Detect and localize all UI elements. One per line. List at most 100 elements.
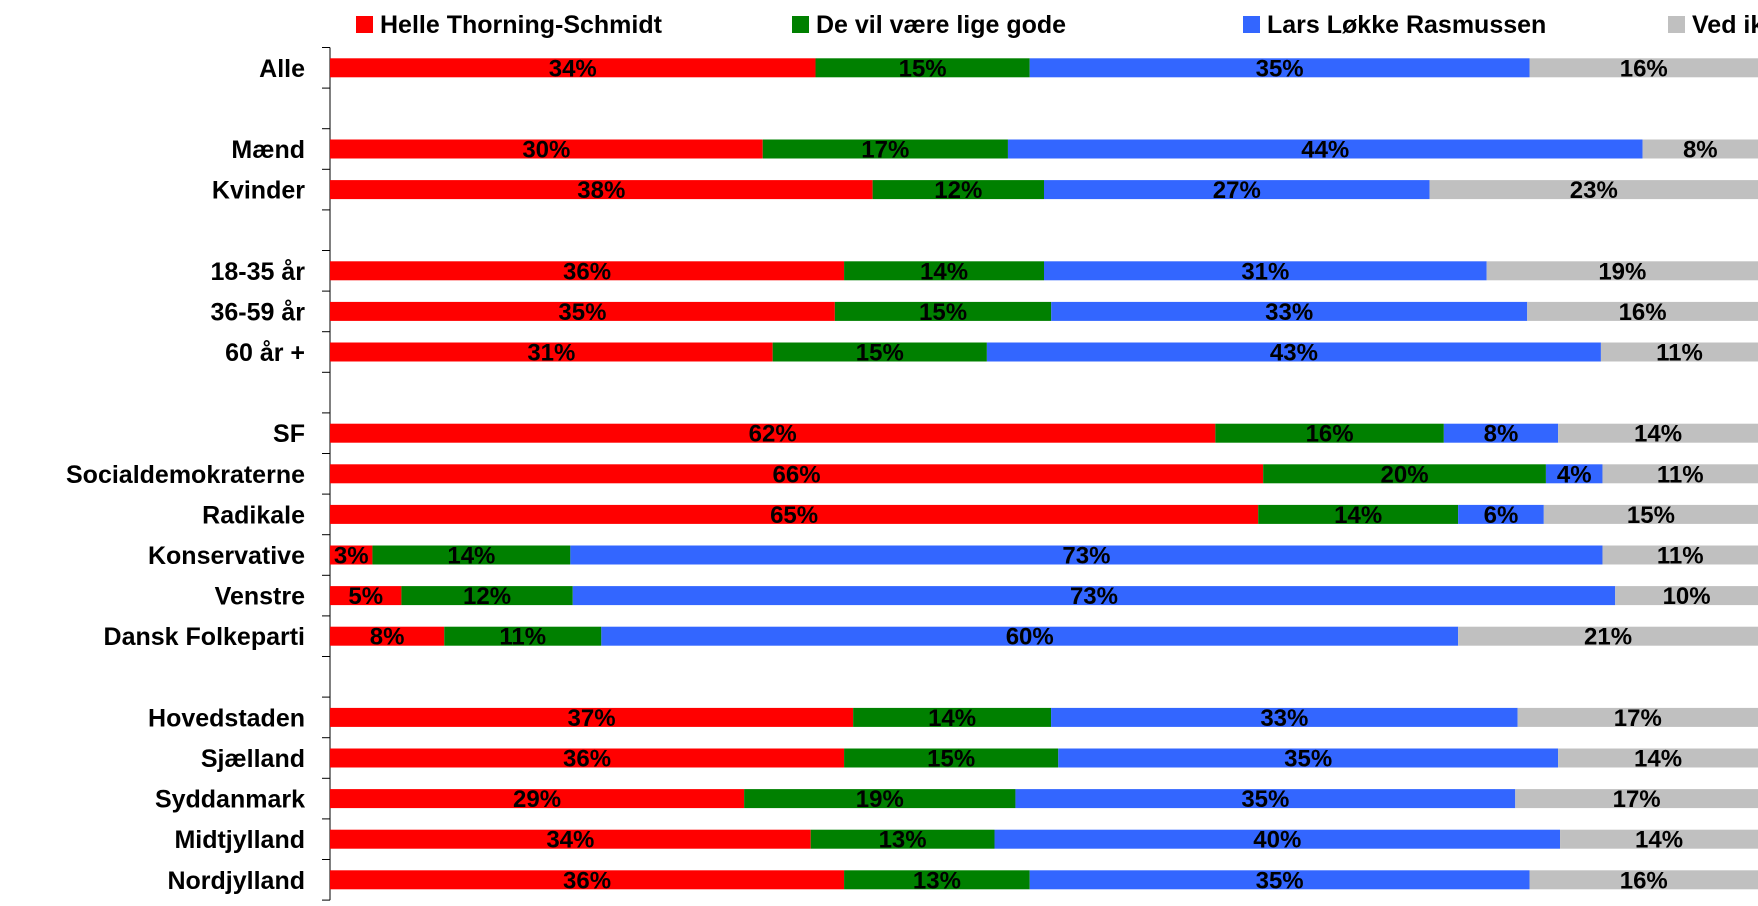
- bar-lars-lokke-rasmussen-midtjylland: [994, 829, 1561, 849]
- category-label-maend: Mænd: [231, 136, 305, 164]
- category-label-hovedstaden: Hovedstaden: [148, 704, 305, 732]
- bar-de-vil-vaere-lige-gode-alle: [815, 58, 1030, 78]
- bar-de-vil-vaere-lige-gode-60-ar: [772, 342, 987, 362]
- data-label: 34%: [549, 55, 597, 82]
- data-label: 65%: [770, 502, 818, 529]
- bar-lars-lokke-rasmussen-radikale: [1458, 504, 1544, 524]
- bar-lars-lokke-rasmussen-syddanmark: [1015, 789, 1516, 809]
- bar-row-18-35-ar: 36% 14% 31% 19%: [330, 258, 1758, 285]
- bar-lars-lokke-rasmussen-konservative: [570, 545, 1603, 565]
- bar-de-vil-vaere-lige-gode-syddanmark: [744, 789, 1016, 809]
- legend-label: De vil være lige gode: [816, 11, 1066, 39]
- bar-de-vil-vaere-lige-gode-socialdemokraterne: [1263, 464, 1546, 484]
- data-label: 12%: [934, 177, 982, 204]
- bar-row-maend: 30% 17% 44% 8%: [330, 137, 1758, 164]
- bar-lars-lokke-rasmussen-60-ar: [986, 342, 1601, 362]
- data-label: 15%: [899, 55, 947, 82]
- data-label: 15%: [927, 746, 975, 773]
- data-label: 16%: [1620, 867, 1668, 894]
- bar-helle-thorning-schmidt-sjaelland: [330, 748, 845, 768]
- data-label: 62%: [749, 421, 797, 448]
- data-label: 33%: [1265, 299, 1313, 326]
- bar-lars-lokke-rasmussen-nordjylland: [1029, 870, 1530, 890]
- bar-row-sf: 62% 16% 8% 14%: [330, 421, 1758, 448]
- data-label: 14%: [1634, 421, 1682, 448]
- category-label-syddanmark: Syddanmark: [155, 786, 305, 814]
- data-label: 15%: [1627, 502, 1675, 529]
- category-label-60-ar: 60 år +: [225, 339, 305, 367]
- bar-row-konservative: 3% 14% 73% 11%: [330, 543, 1758, 570]
- data-label: 8%: [1683, 137, 1718, 164]
- bar-de-vil-vaere-lige-gode-18-35-ar: [844, 261, 1044, 281]
- legend-label: Ved ikke: [1692, 11, 1758, 39]
- bar-row-36-59-ar: 35% 15% 33% 16%: [330, 299, 1758, 326]
- data-label: 30%: [522, 137, 570, 164]
- legend-swatch: [1243, 16, 1260, 33]
- bar-helle-thorning-schmidt-syddanmark: [330, 789, 745, 809]
- bar-row-nordjylland: 36% 13% 35% 16%: [330, 867, 1758, 894]
- bar-helle-thorning-schmidt-midtjylland: [330, 829, 811, 849]
- data-label: 66%: [773, 461, 821, 488]
- data-label: 6%: [1484, 502, 1519, 529]
- category-label-konservative: Konservative: [148, 542, 305, 570]
- bar-de-vil-vaere-lige-gode-hovedstaden: [853, 707, 1052, 727]
- bar-helle-thorning-schmidt-18-35-ar: [330, 261, 845, 281]
- data-label: 73%: [1062, 543, 1110, 570]
- data-label: 38%: [577, 177, 625, 204]
- legend-item-lars-lokke-rasmussen: Lars Løkke Rasmussen: [1243, 11, 1546, 39]
- category-label-alle: Alle: [259, 55, 305, 83]
- data-label: 14%: [1634, 746, 1682, 773]
- data-label: 27%: [1213, 177, 1261, 204]
- bar-helle-thorning-schmidt-konservative: [330, 545, 373, 565]
- data-label: 17%: [1614, 705, 1662, 732]
- bar-helle-thorning-schmidt-radikale: [330, 504, 1259, 524]
- bar-de-vil-vaere-lige-gode-dansk-folkeparti: [444, 626, 602, 646]
- data-label: 17%: [1613, 786, 1661, 813]
- bar-helle-thorning-schmidt-dansk-folkeparti: [330, 626, 445, 646]
- data-label: 34%: [546, 827, 594, 854]
- data-label: 11%: [1657, 461, 1704, 488]
- data-label: 21%: [1584, 624, 1632, 651]
- data-label: 31%: [1241, 258, 1289, 285]
- data-label: 13%: [913, 867, 961, 894]
- data-label: 14%: [447, 543, 495, 570]
- data-label: 20%: [1381, 461, 1429, 488]
- data-label: 3%: [334, 543, 369, 570]
- data-label: 14%: [928, 705, 976, 732]
- bar-helle-thorning-schmidt-60-ar: [330, 342, 773, 362]
- data-label: 4%: [1557, 461, 1592, 488]
- category-label-socialdemokraterne: Socialdemokraterne: [66, 461, 305, 489]
- data-label: 29%: [513, 786, 561, 813]
- bar-row-midtjylland: 34% 13% 40% 14%: [330, 827, 1758, 854]
- category-label-kvinder: Kvinder: [212, 177, 305, 205]
- category-label-sf: SF: [273, 420, 305, 448]
- data-label: 11%: [1656, 340, 1703, 367]
- legend: Helle Thorning-Schmidt De vil være lige g…: [356, 11, 1758, 39]
- bar-lars-lokke-rasmussen-socialdemokraterne: [1545, 464, 1603, 484]
- bar-row-60-ar: 31% 15% 43% 11%: [330, 340, 1758, 367]
- category-label-36-59-ar: 36-59 år: [210, 298, 305, 326]
- bar-de-vil-vaere-lige-gode-sf: [1215, 423, 1444, 443]
- bar-row-sjaelland: 36% 15% 35% 14%: [330, 746, 1758, 773]
- data-label: 43%: [1270, 340, 1318, 367]
- data-label: 35%: [1256, 55, 1304, 82]
- bar-row-alle: 34% 15% 35% 16%: [330, 55, 1758, 82]
- bar-de-vil-vaere-lige-gode-kvinder: [872, 180, 1044, 200]
- category-label-dansk-folkeparti: Dansk Folkeparti: [104, 623, 305, 651]
- data-label: 8%: [370, 624, 405, 651]
- data-label: 8%: [1484, 421, 1519, 448]
- bar-de-vil-vaere-lige-gode-nordjylland: [844, 870, 1030, 890]
- bar-helle-thorning-schmidt-kvinder: [330, 180, 873, 200]
- bar-row-radikale: 65% 14% 6% 15%: [330, 502, 1758, 529]
- bar-ved-ikke-socialdemokraterne: [1602, 464, 1758, 484]
- legend-swatch: [356, 16, 373, 33]
- category-labels: Alle Mænd Kvinder 18-35 år 36-59 år 60 år + SF…: [66, 55, 305, 895]
- data-label: 10%: [1663, 583, 1711, 610]
- data-label: 33%: [1260, 705, 1308, 732]
- data-label: 12%: [463, 583, 511, 610]
- data-label: 35%: [1284, 746, 1332, 773]
- bar-row-venstre: 5% 12% 73% 10%: [330, 583, 1758, 610]
- bar-ved-ikke-dansk-folkeparti: [1458, 626, 1758, 646]
- data-label: 23%: [1570, 177, 1618, 204]
